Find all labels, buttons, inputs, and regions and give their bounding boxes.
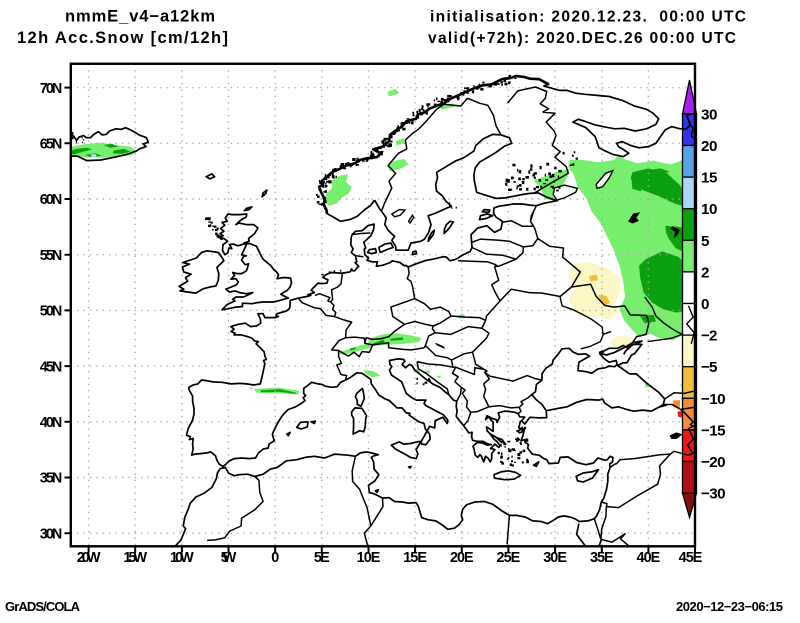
svg-text:25E: 25E bbox=[497, 550, 521, 566]
svg-text:55N: 55N bbox=[40, 248, 63, 264]
svg-text:5W: 5W bbox=[221, 550, 237, 566]
svg-text:0: 0 bbox=[271, 550, 279, 566]
svg-text:45E: 45E bbox=[679, 550, 703, 566]
svg-text:20: 20 bbox=[701, 138, 717, 155]
svg-text:20E: 20E bbox=[450, 550, 474, 566]
svg-text:30E: 30E bbox=[543, 550, 567, 566]
svg-text:40E: 40E bbox=[637, 550, 661, 566]
svg-text:−5: −5 bbox=[701, 359, 718, 376]
svg-text:65N: 65N bbox=[40, 137, 63, 153]
svg-text:10E: 10E bbox=[357, 550, 381, 566]
svg-text:15: 15 bbox=[701, 170, 718, 187]
svg-text:5: 5 bbox=[701, 233, 710, 250]
svg-text:10W: 10W bbox=[170, 550, 194, 566]
svg-text:15W: 15W bbox=[123, 550, 147, 566]
svg-text:50N: 50N bbox=[40, 304, 63, 320]
svg-text:−2: −2 bbox=[701, 328, 717, 345]
svg-text:2: 2 bbox=[701, 264, 709, 281]
svg-text:60N: 60N bbox=[40, 192, 63, 208]
svg-text:35N: 35N bbox=[40, 471, 63, 487]
svg-text:20W: 20W bbox=[77, 550, 101, 566]
svg-text:40N: 40N bbox=[40, 415, 63, 431]
svg-text:valid(+72h): 2020.DEC.26 00:00: valid(+72h): 2020.DEC.26 00:00 UTC bbox=[428, 30, 736, 47]
svg-text:initialisation: 2020.12.23. 0: initialisation: 2020.12.23. 00:00 UTC bbox=[430, 9, 746, 26]
svg-text:35E: 35E bbox=[590, 550, 614, 566]
svg-text:30N: 30N bbox=[40, 526, 63, 542]
svg-text:45N: 45N bbox=[40, 359, 63, 375]
svg-text:GrADS/COLA: GrADS/COLA bbox=[5, 599, 81, 614]
svg-text:30: 30 bbox=[701, 106, 717, 123]
svg-text:5E: 5E bbox=[314, 550, 330, 566]
svg-text:15E: 15E bbox=[403, 550, 427, 566]
svg-text:−30: −30 bbox=[701, 486, 726, 503]
svg-text:10: 10 bbox=[701, 201, 717, 218]
svg-text:−20: −20 bbox=[701, 454, 726, 471]
svg-text:nmmE_v4−a12km: nmmE_v4−a12km bbox=[65, 8, 215, 26]
svg-text:0: 0 bbox=[701, 296, 709, 313]
svg-text:−15: −15 bbox=[701, 422, 726, 439]
svg-text:70N: 70N bbox=[40, 81, 63, 97]
svg-text:2020−12−23−06:15: 2020−12−23−06:15 bbox=[676, 599, 783, 614]
svg-text:12h Acc.Snow [cm/12h]: 12h Acc.Snow [cm/12h] bbox=[17, 29, 228, 47]
svg-text:−10: −10 bbox=[701, 391, 726, 408]
